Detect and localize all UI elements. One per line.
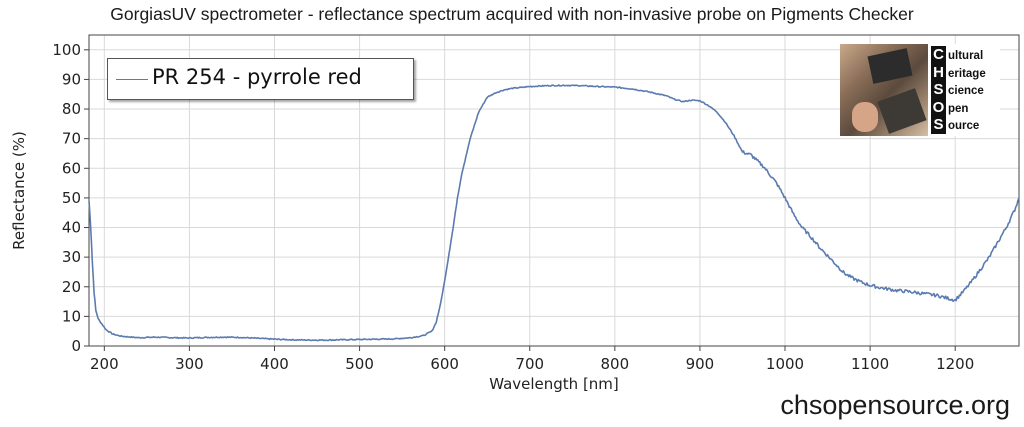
x-tick-label: 200 (90, 355, 119, 373)
y-tick-label: 40 (62, 219, 81, 237)
y-tick-label: 20 (62, 278, 81, 296)
logo-initial: C (933, 46, 944, 63)
x-tick-label: 500 (345, 355, 374, 373)
x-tick-label: 800 (601, 355, 630, 373)
x-tick-label: 300 (175, 355, 204, 373)
y-axis-label: Reflectance (%) (10, 131, 28, 250)
x-tick-label: 1000 (766, 355, 804, 373)
chart-title: GorgiasUV spectrometer - reflectance spe… (110, 4, 914, 24)
y-tick-label: 50 (62, 189, 81, 207)
plot-area-frame (88, 34, 1020, 347)
y-tick-label: 80 (62, 100, 81, 118)
series-line-pr254 (88, 84, 1020, 342)
logo-word: eritage (948, 67, 986, 80)
x-tick-label: 700 (515, 355, 544, 373)
y-tick-label: 90 (62, 70, 81, 88)
x-tick-label: 1200 (936, 355, 974, 373)
logo-word: pen (948, 102, 969, 115)
y-tick-label: 10 (62, 307, 81, 325)
logo-photo (840, 44, 928, 136)
y-tick-label: 70 (62, 130, 81, 148)
site-watermark: chsopensource.org (780, 390, 1010, 420)
logo-initial: O (932, 98, 945, 116)
x-tick-label: 600 (430, 355, 459, 373)
logo-initials: C H S O S (931, 46, 946, 134)
y-tick-label: 100 (52, 41, 81, 59)
legend-swatch (116, 79, 148, 80)
logo-initial: H (933, 63, 944, 81)
x-tick-label: 900 (686, 355, 715, 373)
logo-initial: S (933, 116, 944, 134)
y-tick-label: 0 (71, 337, 81, 355)
legend-label: PR 254 - pyrrole red (152, 65, 362, 89)
logo-words: ultural eritage cience pen ource (948, 48, 986, 136)
logo-word: ource (948, 120, 980, 133)
x-axis-label: Wavelength [nm] (489, 375, 619, 393)
y-tick-label: 60 (62, 159, 81, 177)
x-tick-label: 1100 (851, 355, 889, 373)
y-tick-label: 30 (62, 248, 81, 266)
x-tick-label: 400 (260, 355, 289, 373)
logo-word: cience (948, 85, 984, 98)
legend: PR 254 - pyrrole red (107, 58, 414, 100)
logo-initial: S (933, 81, 944, 99)
axis-ticks: 0 10 20 30 40 50 60 70 80 90 100 200 300 400 500 600 700… (52, 41, 974, 373)
logo-word: ultural (948, 50, 984, 62)
chsos-logo: C H S O S ultural eritage cience pen our… (840, 44, 1000, 136)
